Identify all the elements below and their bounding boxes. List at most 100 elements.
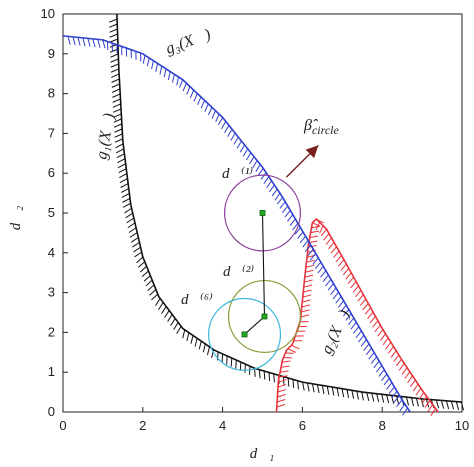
hatch-mark (301, 304, 311, 308)
hatch-mark (239, 362, 242, 371)
hatch-mark (215, 113, 220, 123)
hatch-mark (92, 38, 96, 48)
hatch-mark (342, 268, 350, 276)
series-line-2 (275, 217, 439, 413)
hatch-mark (435, 399, 440, 409)
hatch-mark (393, 354, 400, 363)
hatch-mark (111, 83, 120, 88)
x-tick-label: 8 (379, 418, 386, 433)
beta-subscript: circle (312, 123, 340, 137)
hatch-mark (119, 178, 128, 183)
hatch-mark (260, 172, 267, 180)
hatch-mark (119, 173, 128, 179)
hatch-mark (172, 74, 175, 83)
hatch-mark (170, 318, 176, 326)
hatch-mark (335, 255, 342, 263)
hatch-mark (120, 183, 129, 188)
hatch-mark (390, 350, 397, 358)
hatch-mark (173, 322, 179, 330)
hatch-mark (115, 143, 124, 149)
hatch-mark (281, 205, 289, 214)
hatch-mark (233, 136, 239, 145)
hatch-mark (401, 367, 408, 375)
hatch-mark (327, 283, 334, 291)
hatch-mark (427, 404, 434, 412)
hatch-mark (359, 298, 367, 306)
hatch-mark (415, 398, 419, 407)
path-point-2 (261, 313, 268, 320)
hatch-mark (388, 386, 395, 394)
hatch-mark (134, 251, 142, 258)
hatch-mark (381, 394, 385, 403)
hatch-mark (67, 36, 71, 45)
hatch-mark (246, 152, 252, 161)
beta-label: β̂circle (303, 117, 340, 137)
hatch-mark (211, 110, 216, 119)
hatch-mark (112, 93, 121, 98)
hatch-mark (351, 390, 355, 399)
x-tick-label: 2 (139, 418, 146, 433)
hatch-mark (133, 246, 141, 253)
hatch-mark (254, 368, 256, 377)
hatch-mark (268, 184, 275, 193)
hatch-mark (378, 369, 385, 377)
hatch-mark (304, 274, 314, 278)
hatch-mark (176, 76, 180, 86)
trust-circle-3 (208, 297, 282, 371)
y-tick-label: 9 (48, 46, 55, 61)
hatch-mark (111, 88, 121, 93)
hatch-mark (155, 298, 161, 306)
hatch-mark (266, 180, 272, 189)
hatch-mark (307, 248, 314, 257)
hatch-mark (142, 55, 146, 64)
hatch-mark (306, 259, 315, 263)
hatch-mark (333, 250, 340, 258)
hatch-mark (149, 289, 157, 296)
x-tick-label: 6 (299, 418, 306, 433)
hatch-mark (87, 38, 91, 47)
y-tick-label: 4 (48, 245, 55, 260)
hatch-mark (145, 279, 153, 287)
hatch-mark (190, 335, 194, 344)
hatch-mark (387, 346, 394, 354)
axis-ticks: 0 2 4 6 8 10 0 1 2 3 4 5 6 7 8 9 10 (41, 6, 470, 433)
hatch-mark (330, 287, 337, 295)
hatch-mark (138, 261, 146, 268)
y-axis-label: d⃗₂ (8, 206, 24, 230)
hatch-mark (112, 103, 121, 108)
hatch-mark (122, 202, 131, 208)
hatch-mark (302, 240, 309, 248)
hatch-mark (167, 314, 173, 322)
hatch-mark (326, 386, 330, 395)
hatch-mark (161, 306, 167, 314)
hatch-mark (346, 389, 350, 399)
hatch-mark (294, 227, 301, 235)
hatch-mark (110, 58, 119, 63)
hatch-mark (110, 63, 119, 68)
hatch-mark (204, 103, 209, 112)
hatch-mark (110, 53, 119, 58)
hatch-mark (108, 18, 118, 23)
hatch-mark (360, 339, 367, 347)
y-tick-label: 5 (48, 205, 55, 220)
hatch-mark (396, 395, 400, 405)
hatch-mark (121, 193, 130, 198)
hatch-mark (320, 228, 327, 237)
hatch-mark (279, 201, 286, 209)
hatch-mark (396, 399, 403, 407)
hatch-mark (309, 253, 317, 261)
hatch-mark (331, 387, 335, 396)
hatch-mark (102, 39, 106, 49)
hatch-mark (404, 371, 411, 379)
hatch-mark (361, 391, 364, 401)
hatch-mark (450, 401, 455, 410)
hatch-mark (230, 132, 236, 141)
x-tick-label: 0 (59, 418, 66, 433)
hatch-mark (330, 246, 337, 254)
hatch-mark (319, 225, 324, 234)
hatch-mark (357, 294, 364, 302)
hatch-mark (193, 93, 198, 102)
hatch-mark (132, 241, 140, 248)
hatch-mark (315, 221, 321, 231)
hatch-mark (311, 383, 315, 393)
